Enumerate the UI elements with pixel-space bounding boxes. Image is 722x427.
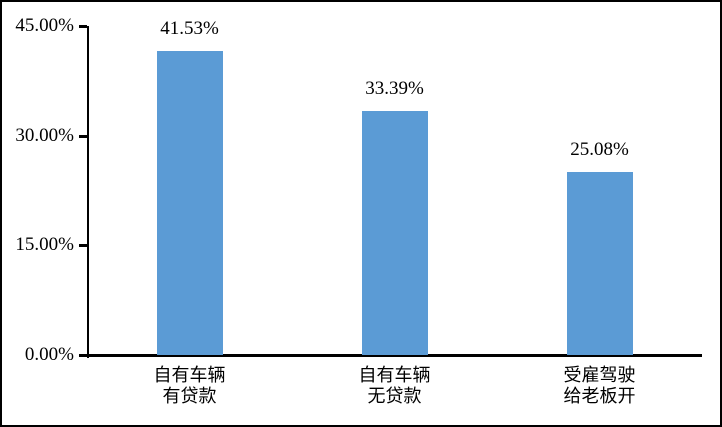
y-tick-label: 45.00% xyxy=(15,15,74,36)
y-axis-tick xyxy=(79,25,87,28)
y-tick-label: 15.00% xyxy=(15,234,74,256)
y-axis-tick xyxy=(79,354,87,357)
category-label: 自有车辆 有贷款 xyxy=(153,365,226,406)
bar-value-label: 25.08% xyxy=(570,138,629,160)
y-tick-label: 30.00% xyxy=(15,124,74,146)
y-tick-label: 0.00% xyxy=(24,344,74,365)
category-label: 受雇驾驶 给老板开 xyxy=(563,365,636,406)
y-axis-tick xyxy=(79,244,87,248)
y-axis-tick xyxy=(79,134,87,138)
bar-value-label: 33.39% xyxy=(365,77,424,99)
bar xyxy=(156,51,223,355)
category-label: 自有车辆 无贷款 xyxy=(358,365,431,406)
y-axis-line xyxy=(87,26,89,358)
bar-value-label: 41.53% xyxy=(160,18,219,40)
bar xyxy=(361,110,428,355)
bar xyxy=(566,171,633,355)
x-axis-line xyxy=(87,354,702,357)
